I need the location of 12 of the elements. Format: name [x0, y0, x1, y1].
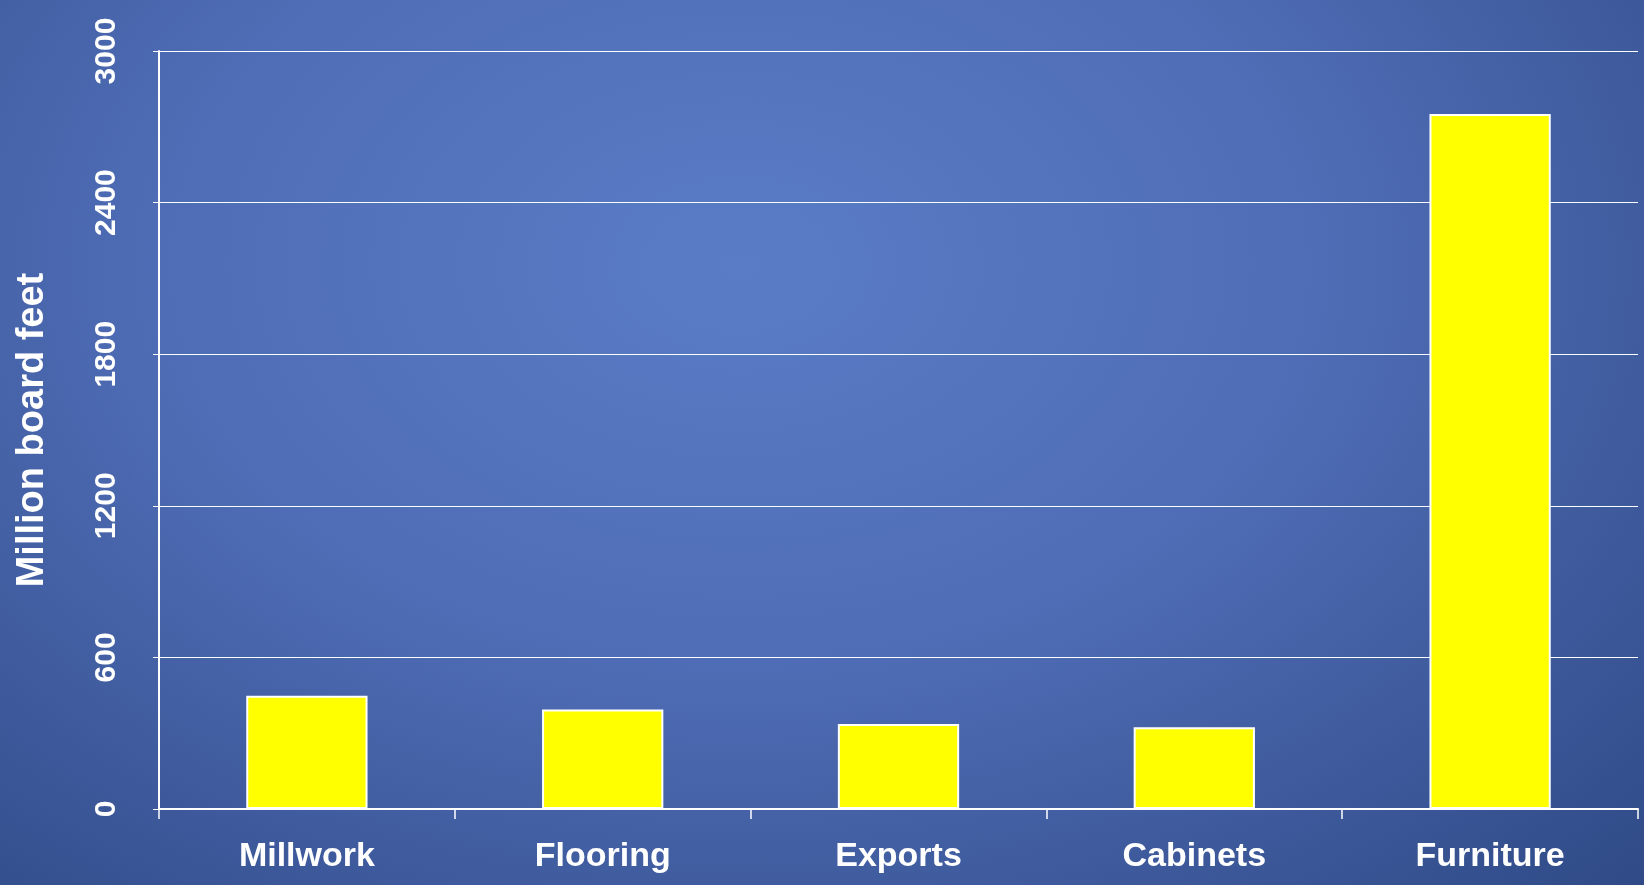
x-tick-label: Cabinets	[1122, 835, 1267, 873]
y-tick-label: 0	[87, 800, 121, 818]
y-tick-label: 2400	[87, 169, 121, 236]
y-tick-label: 1200	[87, 472, 121, 540]
y-tick-label: 3000	[87, 17, 121, 85]
y-tick-label: 1800	[87, 320, 121, 388]
x-tick-label: Flooring	[534, 835, 671, 873]
y-tick-label: 600	[87, 632, 121, 683]
x-tick-label: Furniture	[1415, 835, 1565, 873]
y-axis-title: Million board feet	[9, 272, 51, 588]
x-tick-label: Millwork	[238, 835, 375, 873]
x-tick-label: Exports	[835, 835, 962, 873]
